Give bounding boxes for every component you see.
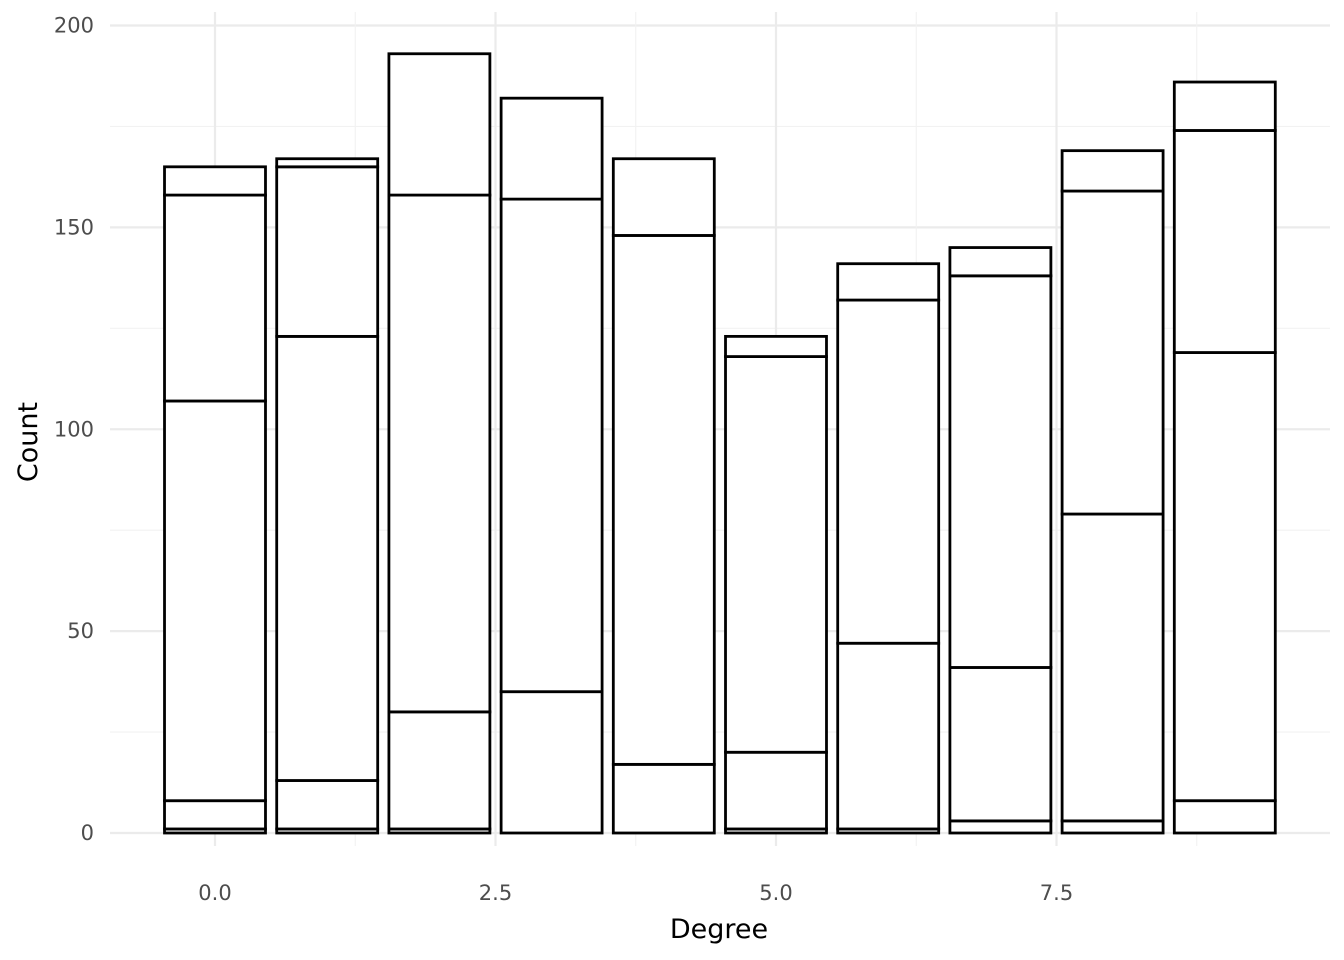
bar-segment [275, 165, 380, 338]
x-tick-label: 7.5 [1040, 881, 1073, 905]
bar-segment [1172, 351, 1277, 803]
bar-segment [387, 193, 492, 714]
x-tick-label: 5.0 [759, 881, 792, 905]
bar-segment [948, 666, 1053, 823]
bar-segment [611, 157, 716, 237]
bar-segment [275, 779, 380, 831]
bar-segment [499, 197, 604, 694]
bar-segment [724, 334, 828, 358]
bar-segment [499, 690, 604, 835]
y-tick-label: 150 [54, 215, 94, 239]
bar-segment [499, 96, 604, 201]
y-tick-label: 50 [67, 619, 94, 643]
bar-segment [836, 298, 941, 645]
bar-segment [387, 710, 492, 831]
bar-segment [1060, 512, 1165, 823]
bar-group [387, 52, 492, 835]
bar-segment [1172, 799, 1277, 835]
bar-group [836, 262, 941, 835]
bar-segment [163, 399, 267, 803]
bar-segment [611, 762, 716, 835]
bar-group [948, 246, 1053, 835]
bar-group [1060, 149, 1165, 835]
bar-segment [836, 641, 941, 831]
x-tick-label: 0.0 [198, 881, 231, 905]
bar-segment [387, 52, 492, 197]
bar-group [499, 96, 604, 835]
bar-segment [1172, 129, 1277, 354]
bar-group [1172, 80, 1277, 835]
bar-segment [163, 799, 267, 831]
bar-segment [948, 819, 1053, 835]
bar-segment [275, 157, 380, 169]
bar-group [724, 334, 828, 835]
y-tick-label: 100 [54, 417, 94, 441]
bar-segment [724, 750, 828, 831]
bar-segment [948, 274, 1053, 669]
bar-group [611, 157, 716, 835]
x-tick-label: 2.5 [479, 881, 512, 905]
bar-segment [1172, 80, 1277, 132]
y-tick-label: 0 [81, 821, 94, 845]
y-tick-label: 200 [54, 14, 94, 38]
x-axis-title: Degree [670, 914, 768, 945]
bar-group [275, 157, 380, 835]
y-axis-title: Count [13, 402, 44, 482]
bar-segment [948, 246, 1053, 278]
bar-segment [724, 355, 828, 754]
bar-segment [275, 334, 380, 782]
bar-group [163, 165, 267, 835]
x-axis-ticks: 0.0 2.5 5.0 7.5 [198, 881, 1073, 905]
bars [163, 52, 1277, 835]
bar-segment [1060, 189, 1165, 516]
bar-segment [836, 262, 941, 302]
bar-segment [163, 193, 267, 403]
bar-segment [1060, 819, 1165, 835]
bar-segment [163, 165, 267, 197]
bar-segment [611, 234, 716, 766]
y-axis-ticks: 0 50 100 150 200 [54, 14, 94, 846]
bar-segment [1060, 149, 1165, 193]
